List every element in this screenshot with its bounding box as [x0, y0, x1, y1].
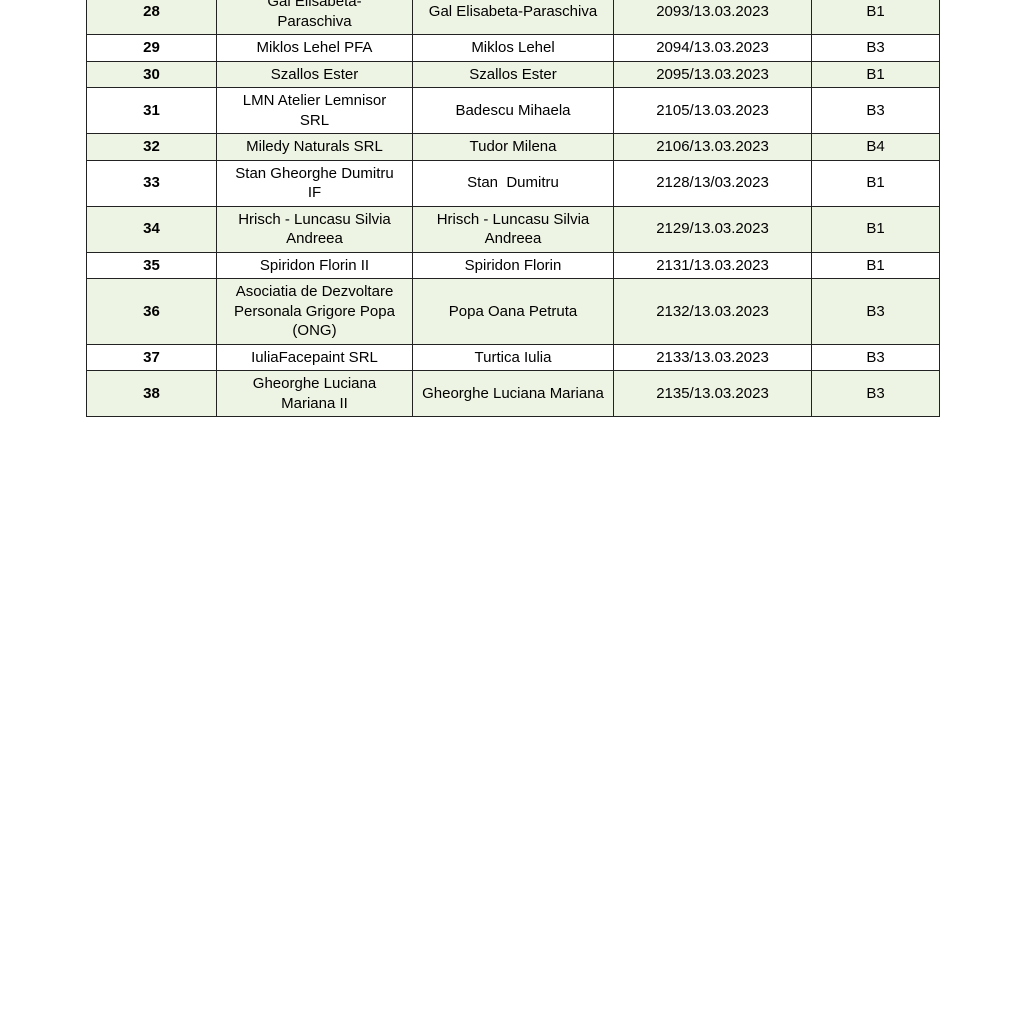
table-cell: Hrisch - Luncasu Silvia Andreea	[216, 205, 413, 253]
table-cell: 33	[86, 159, 217, 207]
table-row: 36 Asociatia de Dezvoltare Personala Grig…	[86, 278, 940, 345]
table-cell: 2129/13.03.2023	[613, 205, 812, 253]
table-row: 38 Gheorghe Luciana Mariana II Gheorghe Lu…	[86, 370, 940, 417]
table-cell: Gheorghe Luciana Mariana	[412, 370, 614, 417]
table-cell: Szallos Ester	[216, 60, 413, 88]
table-row: 32 Miledy Naturals SRL Tudor Milena 2106/13…	[86, 133, 940, 161]
table-cell: 36	[86, 278, 217, 345]
table-row: 37 IuliaFacepaint SRL Turtica Iulia 2133/13…	[86, 343, 940, 371]
table-row: 30 Szallos Ester Szallos Ester 2095/13.03.2…	[86, 60, 940, 88]
table-cell: 2094/13.03.2023	[613, 34, 812, 62]
table-cell: Tudor Milena	[412, 133, 614, 161]
table-cell: IuliaFacepaint SRL	[216, 343, 413, 371]
table-cell: B3	[811, 34, 940, 62]
table-cell: 2133/13.03.2023	[613, 343, 812, 371]
table-cell: 30	[86, 60, 217, 88]
table-row: 28 Gal Elisabeta-Paraschiva Gal Elisabeta-…	[86, 0, 940, 35]
registry-table: 28 Gal Elisabeta-Paraschiva Gal Elisabeta-…	[86, 0, 940, 417]
table-cell: 2135/13.03.2023	[613, 370, 812, 417]
table-cell: Gal Elisabeta-Paraschiva	[216, 0, 413, 35]
table-cell: B1	[811, 0, 940, 35]
table-body: 28 Gal Elisabeta-Paraschiva Gal Elisabeta-…	[86, 0, 940, 417]
table-cell: B4	[811, 133, 940, 161]
table-cell: 31	[86, 87, 217, 134]
table-row: 33 Stan Gheorghe Dumitru IF Stan Dumitru 21…	[86, 159, 940, 207]
table-cell: 2131/13.03.2023	[613, 251, 812, 279]
table-cell: 2128/13/03.2023	[613, 159, 812, 207]
table-cell: Stan Gheorghe Dumitru IF	[216, 159, 413, 207]
table-cell: 29	[86, 34, 217, 62]
table-row: 31 LMN Atelier Lemnisor SRL Badescu Mihael…	[86, 87, 940, 134]
table-cell: Popa Oana Petruta	[412, 278, 614, 345]
table-cell: B1	[811, 205, 940, 253]
table-cell: LMN Atelier Lemnisor SRL	[216, 87, 413, 134]
table-cell: Spiridon Florin II	[216, 251, 413, 279]
table-cell: 28	[86, 0, 217, 35]
table-cell: Hrisch - Luncasu Silvia Andreea	[412, 205, 614, 253]
table-cell: Szallos Ester	[412, 60, 614, 88]
table-cell: B3	[811, 343, 940, 371]
table-cell: Gal Elisabeta-Paraschiva	[412, 0, 614, 35]
table-cell: B3	[811, 370, 940, 417]
table-cell: Turtica Iulia	[412, 343, 614, 371]
table-cell: B1	[811, 60, 940, 88]
table-row: 35 Spiridon Florin II Spiridon Florin 2131/…	[86, 251, 940, 279]
table-cell: 2093/13.03.2023	[613, 0, 812, 35]
table-cell: 2095/13.03.2023	[613, 60, 812, 88]
table-cell: B3	[811, 87, 940, 134]
table-cell: Gheorghe Luciana Mariana II	[216, 370, 413, 417]
table-cell: B1	[811, 251, 940, 279]
table-cell: 2132/13.03.2023	[613, 278, 812, 345]
table-cell: 35	[86, 251, 217, 279]
table-cell: Miklos Lehel PFA	[216, 34, 413, 62]
table-cell: B3	[811, 278, 940, 345]
table-cell: 37	[86, 343, 217, 371]
table-cell: Asociatia de Dezvoltare Personala Grigor…	[216, 278, 413, 345]
table-cell: 34	[86, 205, 217, 253]
table-row: 29 Miklos Lehel PFA Miklos Lehel 2094/13.03…	[86, 34, 940, 62]
table-cell: Miledy Naturals SRL	[216, 133, 413, 161]
table-cell: Badescu Mihaela	[412, 87, 614, 134]
table-row: 34 Hrisch - Luncasu Silvia Andreea Hrisch …	[86, 205, 940, 253]
table-cell: Spiridon Florin	[412, 251, 614, 279]
table-cell: 2105/13.03.2023	[613, 87, 812, 134]
table-cell: 32	[86, 133, 217, 161]
table-cell: B1	[811, 159, 940, 207]
table-cell: Stan Dumitru	[412, 159, 614, 207]
table-cell: 38	[86, 370, 217, 417]
table-cell: 2106/13.03.2023	[613, 133, 812, 161]
table-cell: Miklos Lehel	[412, 34, 614, 62]
